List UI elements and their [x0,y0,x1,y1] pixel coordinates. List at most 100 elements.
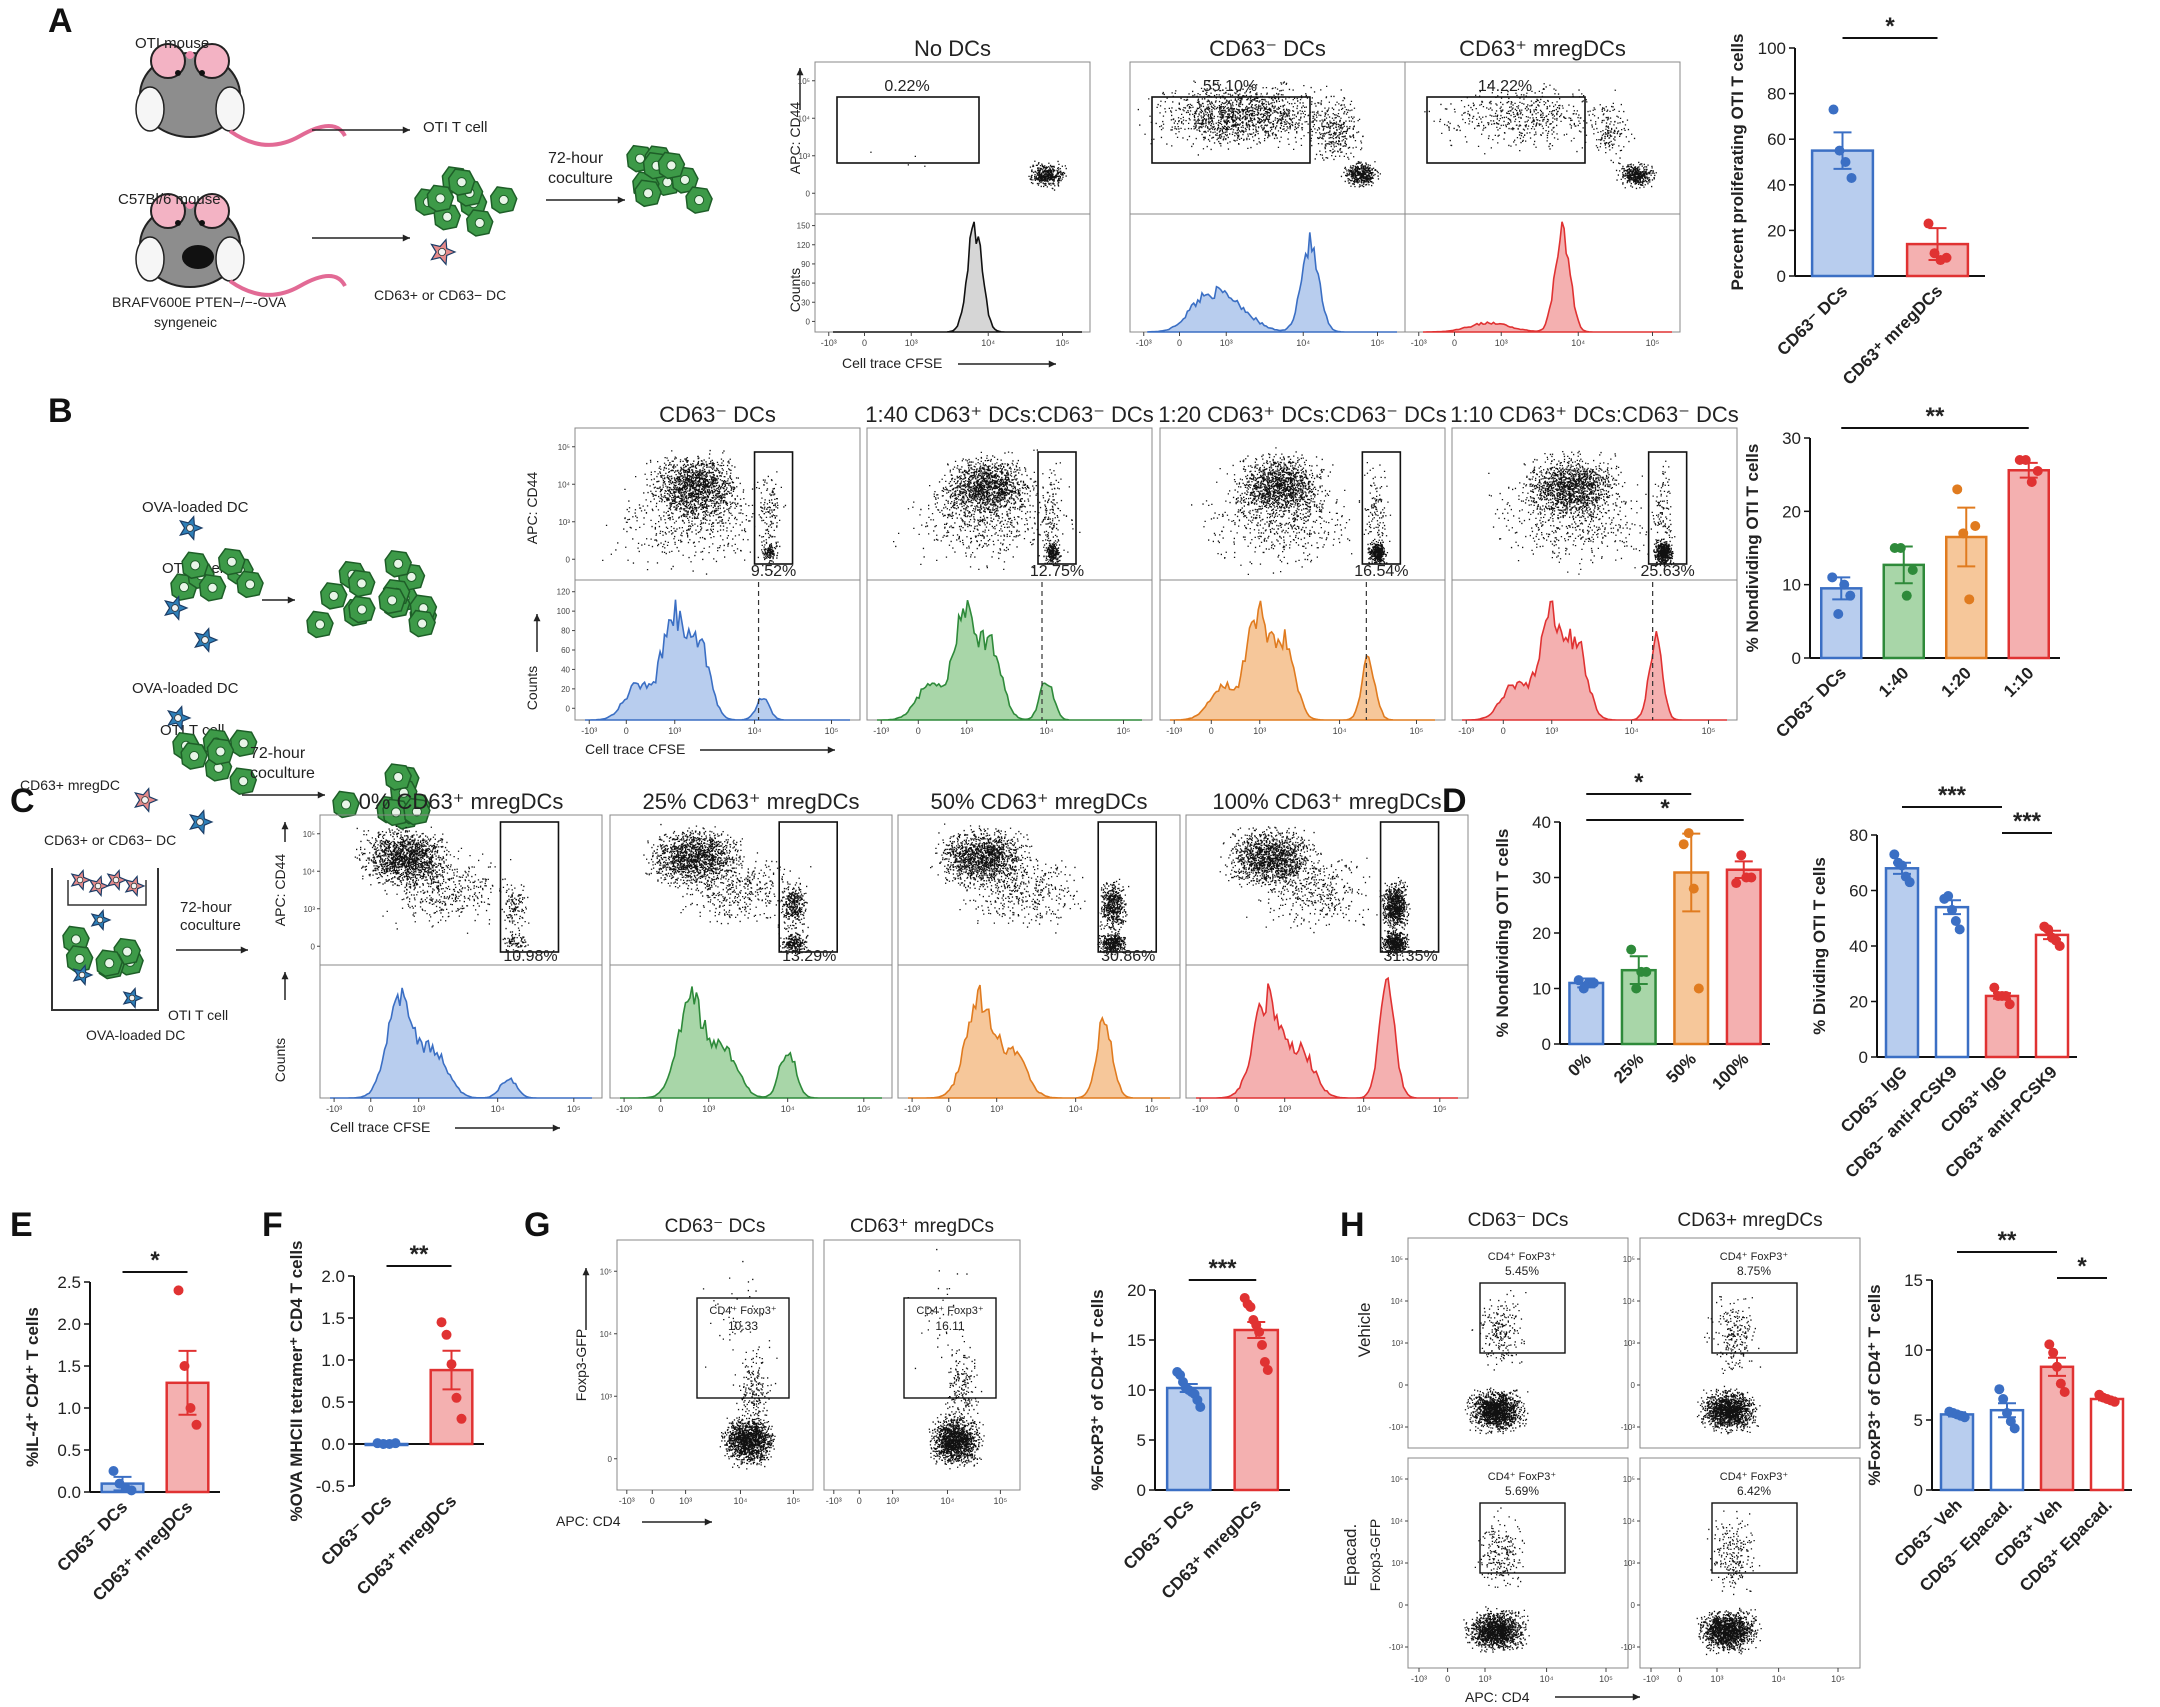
h-flow-row-epacad: Epacad. [1341,1524,1360,1586]
a-tcell-cluster-cell-nucleus [442,211,453,222]
b-coculture-label: coculture [250,765,315,782]
c-insert [67,880,147,906]
b-flow-xaxis-ticklabel: 10⁵ [1117,726,1131,736]
g-flow-xaxis-ticklabel: 10³ [679,1496,692,1506]
b-flow-xaxis-ticklabel: 10⁴ [748,726,762,736]
chart-b-point [1901,590,1912,601]
chart-h-point [1998,1394,2009,1404]
b-flow-gate [753,451,794,565]
b-flow-gate [1037,451,1077,565]
chart-g-ytick-label: 0 [1137,1481,1146,1500]
chart-c-point [1588,977,1599,988]
a-coculture-label: coculture [548,170,613,187]
chart-c-ylabel: % Nondividing OTI T cells [1493,829,1512,1038]
a-flow-xaxis-ticklabel: 10³ [905,338,918,348]
b-flow-xaxis-ticklabel: 0 [1501,726,1506,736]
a-flow-xaxis-ticklabel: 10⁴ [981,338,995,348]
g-flow-gate [696,1297,790,1399]
a-tcell-cluster-cell-nucleus [474,217,485,229]
h-flow-gate-label: CD4⁺ FoxP3⁺ [1488,1471,1557,1483]
chart-h-point [1994,1384,2005,1395]
a-flow-xaxis-ticklabel: -10³ [1136,338,1152,348]
chart-f-ytick-label: 2.0 [321,1267,345,1286]
chart-d-point [1897,860,1907,871]
chart-b-point [2026,477,2037,487]
a-flow-xaxis-ticklabel: 0 [862,338,867,348]
h-flow-gate [1711,1282,1798,1354]
chart-g-point [1245,1302,1256,1312]
h-flow-yaxis-ticklabel: -10³ [1621,1643,1636,1652]
a-flow-gate [1426,96,1586,164]
c-flow-scatter [930,823,1130,956]
c-flow-xaxis-ticklabel: 10⁴ [491,1104,505,1114]
a-flow-gate-value: 14.22% [1478,78,1532,95]
c57-mouse-illustration-eye-left [175,220,181,226]
g-flow-yaxis-ticklabel: 10³ [600,1392,612,1401]
chart-g-sig-label: *** [1208,1255,1237,1282]
c57-mouse-illustration-eye-right [199,220,205,226]
a-flow-xaxis-ticklabel: -10³ [1411,338,1427,348]
chart-b-point [1952,484,1963,495]
chart-a-point [1846,172,1857,183]
c-flow-histogram [620,986,882,1099]
a-flow-hist-yaxis-ticklabel: 0 [806,317,811,326]
chart-e-point [185,1403,196,1413]
c-tcell-cluster-cell-nucleus [70,934,82,945]
chart-h-ytick-label: 15 [1904,1271,1923,1290]
chart-d-sig-label: *** [1938,782,1967,809]
chart-b-category-label: 1:40 [1875,663,1912,700]
chart-b-category-label: CD63⁻ DCs [1772,663,1850,741]
g-flow-gate [903,1297,997,1399]
chart-a-ytick-label: 40 [1767,176,1786,195]
c-arrow-head [240,946,248,954]
a-flow-hist-yaxis-ticklabel: 60 [801,279,810,288]
chart-d-point [1954,924,1965,935]
chart-e-ytick-label: 0.0 [57,1483,81,1502]
c-flow-xaxis-ticklabel: 10⁵ [1433,1104,1447,1114]
chart-d-sig-label: *** [2013,808,2042,835]
b-flow-xaxis-ticklabel: 10⁴ [1040,726,1054,736]
oti-mouse-illustration-leg-right [215,86,245,132]
h-flow-scatter [1696,1510,1762,1656]
b-flow-xaxis-ticklabel: 10⁵ [825,726,839,736]
g-flow-xaxis-ticklabel: 0 [650,1496,655,1506]
chart-h-ytick-label: 10 [1904,1341,1923,1360]
chart-c-point [1573,975,1584,986]
h-flow-scatter [1463,1507,1530,1653]
h-flow-yaxis-ticklabel: -10³ [1389,1643,1404,1652]
chart-e-sig-label: * [150,1247,160,1274]
chart-h-point [2044,1339,2055,1350]
chart-a-ylabel: Percent proliferating OTI T cells [1728,34,1747,291]
b-flow-title: 1:10 CD63⁺ DCs:CD63⁻ DCs [1450,402,1739,427]
b-arrow-top-head [287,596,295,604]
c-ova-dc-label: OVA-loaded DC [86,1027,185,1043]
chart-h-point [2052,1361,2062,1372]
c-flow-yaxis-ticklabel: 10⁵ [303,830,315,839]
h-flow-xaxis-ticklabel: -10³ [1411,1674,1427,1684]
c-flow-xaxis-ticklabel: -10³ [904,1104,920,1114]
chart-f-point [456,1413,467,1424]
chart-b-ylabel: % Nondividing OTI T cells [1743,444,1762,653]
b-dc-top-2-nucleus [171,604,179,612]
g-flow-xaxis-ticklabel: 10⁵ [787,1496,801,1506]
g-flow-title: CD63⁺ mregDCs [850,1216,994,1237]
a-flow-yaxis-ticklabel: 10⁵ [798,77,810,86]
b-flow-yaxis-ticklabel: 10³ [558,518,570,527]
c-flow-yaxis-ticklabel: 0 [311,942,316,951]
chart-c-ytick-label: 10 [1532,980,1551,999]
chart-e-ytick-label: 2.5 [57,1273,81,1292]
h-flow-yaxis-ticklabel: 10³ [1391,1559,1403,1568]
chart-h-point [2002,1408,2012,1418]
b-result-top-cell-nucleus [356,604,367,615]
chart-d-point [2043,924,2054,935]
b-flow-frame [866,427,1153,721]
chart-d-point [1904,877,1915,888]
chart-d-ytick-label: 80 [1849,826,1868,845]
b-flow-xlabel: Cell trace CFSE [585,741,685,757]
chart-e-ytick-label: 2.0 [57,1315,81,1334]
h-flow-gate-label: CD4⁺ FoxP3⁺ [1720,1471,1789,1483]
chart-e-ylabel: %IL-4⁺ CD4⁺ T cells [23,1307,42,1467]
b-flow-scatter [1191,447,1392,575]
b-result-top-cell-nucleus [406,571,417,582]
